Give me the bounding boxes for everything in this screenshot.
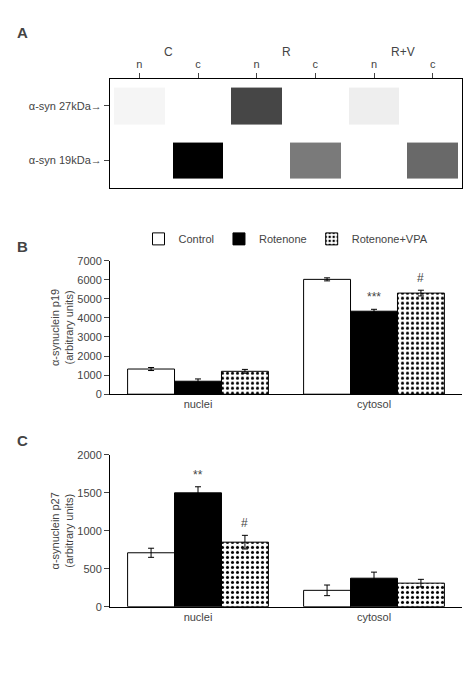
svg-text:n: n xyxy=(371,58,377,70)
svg-text:cytosol: cytosol xyxy=(357,398,391,410)
svg-text:3000: 3000 xyxy=(77,331,101,343)
svg-text:6000: 6000 xyxy=(77,274,101,286)
svg-text:0: 0 xyxy=(96,388,102,400)
svg-text:C: C xyxy=(17,432,28,449)
svg-text:n: n xyxy=(254,58,260,70)
svg-text:Rotenone: Rotenone xyxy=(259,233,307,245)
svg-text:1000: 1000 xyxy=(77,525,101,537)
svg-text:α-synuclein p19(arbitrary unit: α-synuclein p19(arbitrary units) xyxy=(49,289,75,366)
svg-text:α-syn 19kDa→: α-syn 19kDa→ xyxy=(29,154,102,166)
svg-text:2000: 2000 xyxy=(77,350,101,362)
svg-text:n: n xyxy=(136,58,142,70)
svg-text:**: ** xyxy=(193,468,203,482)
svg-text:4000: 4000 xyxy=(77,312,101,324)
svg-text:#: # xyxy=(241,516,248,530)
svg-text:nuclei: nuclei xyxy=(184,398,213,410)
svg-text:***: *** xyxy=(367,290,381,304)
svg-text:7000: 7000 xyxy=(77,255,101,267)
svg-text:0: 0 xyxy=(96,601,102,613)
svg-text:α-synuclein p27(arbitrary unit: α-synuclein p27(arbitrary units) xyxy=(49,492,75,569)
svg-text:α-syn 27kDa→: α-syn 27kDa→ xyxy=(29,100,102,112)
svg-text:#: # xyxy=(417,271,424,285)
svg-text:5000: 5000 xyxy=(77,293,101,305)
svg-text:B: B xyxy=(17,238,28,255)
svg-text:c: c xyxy=(195,58,201,70)
svg-text:Rotenone+VPA: Rotenone+VPA xyxy=(352,233,428,245)
svg-text:1500: 1500 xyxy=(77,487,101,499)
svg-text:nuclei: nuclei xyxy=(184,611,213,623)
svg-text:R: R xyxy=(282,45,291,59)
svg-text:500: 500 xyxy=(83,563,101,575)
svg-text:Control: Control xyxy=(179,233,214,245)
svg-text:R+V: R+V xyxy=(391,45,415,59)
svg-text:c: c xyxy=(430,58,436,70)
svg-text:A: A xyxy=(17,24,28,41)
svg-text:cytosol: cytosol xyxy=(357,611,391,623)
svg-text:1000: 1000 xyxy=(77,369,101,381)
svg-text:2000: 2000 xyxy=(77,449,101,461)
svg-text:c: c xyxy=(313,58,319,70)
svg-text:C: C xyxy=(164,45,173,59)
